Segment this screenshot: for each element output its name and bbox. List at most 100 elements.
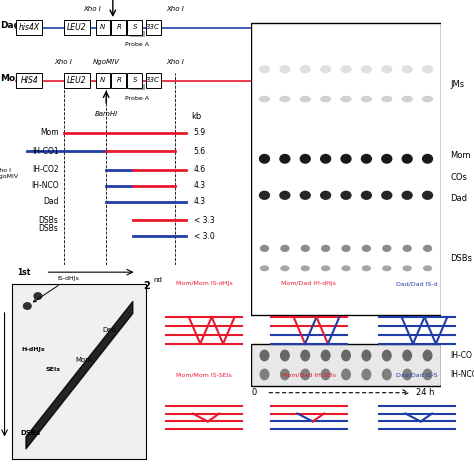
Ellipse shape — [422, 191, 433, 200]
Text: 1st: 1st — [17, 268, 30, 277]
Bar — [128, 73, 142, 88]
Bar — [111, 20, 126, 35]
Text: his4X: his4X — [18, 23, 40, 32]
Ellipse shape — [382, 245, 392, 252]
Ellipse shape — [23, 302, 32, 310]
Ellipse shape — [341, 369, 351, 380]
Ellipse shape — [382, 350, 392, 361]
Bar — [64, 20, 90, 35]
Ellipse shape — [402, 245, 412, 252]
Text: IH-CO: IH-CO — [450, 351, 472, 360]
Bar — [16, 20, 43, 35]
Ellipse shape — [402, 369, 412, 380]
Ellipse shape — [260, 369, 269, 380]
Text: 2: 2 — [143, 281, 150, 291]
Ellipse shape — [300, 191, 311, 200]
Bar — [16, 73, 43, 88]
Text: Xho I
NgoMIV: Xho I NgoMIV — [0, 168, 19, 179]
Ellipse shape — [320, 65, 331, 73]
Ellipse shape — [362, 350, 372, 361]
Ellipse shape — [362, 245, 371, 252]
Ellipse shape — [280, 350, 290, 361]
Text: S: S — [132, 77, 137, 83]
Ellipse shape — [341, 245, 351, 252]
Text: HIS4: HIS4 — [20, 76, 38, 85]
Bar — [111, 73, 126, 88]
Ellipse shape — [300, 96, 311, 102]
Ellipse shape — [401, 154, 413, 164]
Text: IH-CO1: IH-CO1 — [32, 147, 58, 156]
Ellipse shape — [341, 350, 351, 361]
Ellipse shape — [423, 369, 432, 380]
Ellipse shape — [361, 96, 372, 102]
Ellipse shape — [381, 96, 392, 102]
Text: Mom/Mom IS-dHJs: Mom/Mom IS-dHJs — [176, 281, 232, 286]
Ellipse shape — [301, 350, 310, 361]
Ellipse shape — [422, 65, 433, 73]
Text: JMs: JMs — [450, 80, 465, 89]
Text: Mom: Mom — [0, 74, 25, 83]
Ellipse shape — [340, 154, 352, 164]
Ellipse shape — [260, 245, 269, 252]
Text: 33C: 33C — [146, 77, 160, 83]
Bar — [96, 73, 110, 88]
Bar — [12, 284, 146, 459]
Ellipse shape — [320, 191, 331, 200]
Bar — [96, 20, 110, 35]
Text: 4.6: 4.6 — [194, 165, 206, 174]
Text: < 3.3: < 3.3 — [194, 216, 215, 225]
Text: DSBs: DSBs — [39, 216, 58, 225]
Ellipse shape — [401, 96, 413, 102]
Text: R: R — [116, 24, 121, 30]
Text: N: N — [100, 24, 106, 30]
Text: Xho I: Xho I — [83, 6, 101, 12]
Ellipse shape — [422, 96, 433, 102]
Ellipse shape — [361, 65, 372, 73]
Text: IS-dHJs: IS-dHJs — [34, 276, 80, 302]
Ellipse shape — [260, 265, 269, 271]
Ellipse shape — [259, 96, 270, 102]
Bar — [146, 20, 161, 35]
Bar — [146, 73, 161, 88]
Text: NgoMIV: NgoMIV — [93, 59, 119, 65]
Bar — [130, 83, 145, 90]
Text: SEIs: SEIs — [46, 367, 61, 372]
Ellipse shape — [381, 154, 392, 164]
Text: 4.3: 4.3 — [194, 182, 206, 190]
Text: IH-NCO: IH-NCO — [31, 182, 58, 190]
Bar — [128, 20, 142, 35]
Text: LEU2: LEU2 — [67, 76, 87, 85]
Text: 0: 0 — [251, 388, 256, 397]
Text: IH-CO2: IH-CO2 — [32, 165, 58, 174]
Text: DSBs: DSBs — [450, 254, 472, 263]
Ellipse shape — [423, 350, 432, 361]
Ellipse shape — [301, 369, 310, 380]
Text: kb: kb — [191, 112, 201, 121]
Text: Dad: Dad — [102, 327, 116, 333]
Text: 5.6: 5.6 — [194, 147, 206, 156]
Ellipse shape — [401, 65, 413, 73]
Ellipse shape — [259, 191, 270, 200]
Ellipse shape — [340, 191, 352, 200]
Text: 24 h: 24 h — [416, 388, 435, 397]
Text: N: N — [100, 77, 106, 83]
Ellipse shape — [279, 191, 291, 200]
Text: Dad: Dad — [43, 197, 58, 206]
Text: Xho I: Xho I — [166, 59, 184, 65]
Text: Xho I: Xho I — [166, 6, 184, 12]
Ellipse shape — [300, 154, 311, 164]
Text: Mom/Dad IH-SEIs: Mom/Dad IH-SEIs — [282, 373, 336, 378]
Text: Dad/Dad IS-S: Dad/Dad IS-S — [396, 373, 438, 378]
Text: H-dHJs: H-dHJs — [21, 347, 45, 352]
Text: Probe A: Probe A — [125, 96, 149, 100]
Text: Mom: Mom — [40, 128, 58, 137]
Ellipse shape — [260, 350, 269, 361]
Ellipse shape — [402, 265, 412, 271]
Text: 33C: 33C — [146, 24, 160, 30]
Ellipse shape — [320, 154, 331, 164]
Bar — [130, 30, 145, 37]
Ellipse shape — [259, 154, 270, 164]
Ellipse shape — [422, 154, 433, 164]
Ellipse shape — [280, 265, 290, 271]
Text: Dad: Dad — [0, 21, 20, 30]
